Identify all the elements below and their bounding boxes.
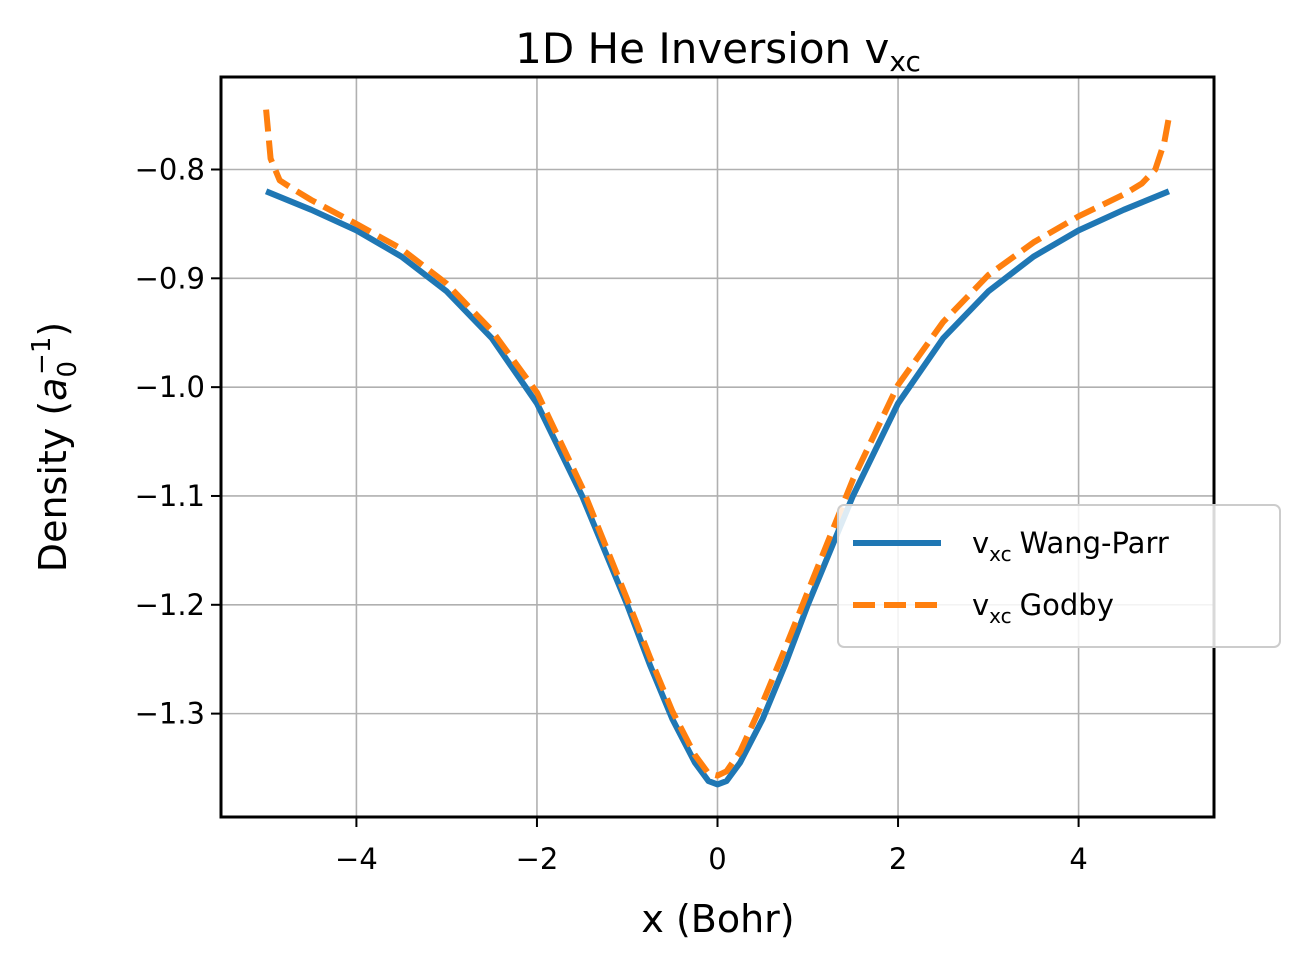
- x-tick-label: −2: [516, 842, 559, 876]
- series-line-godby: [263, 109, 1172, 779]
- series-lines: [263, 109, 1172, 788]
- y-tick-label: −0.8: [135, 153, 205, 187]
- legend: vxc Wang-Parr vxc Godby: [837, 504, 1281, 648]
- x-axis-ticks: −4 −2 0 2 4: [335, 817, 1088, 876]
- x-tick-label: 0: [708, 842, 726, 876]
- legend-label-godby: vxc Godby: [972, 588, 1114, 628]
- chart-title: 1D He Inversion vxc: [515, 24, 921, 78]
- y-axis-ticks: −0.8 −0.9 −1.0 −1.1 −1.2 −1.3: [135, 153, 221, 731]
- y-tick-label: −1.3: [135, 697, 205, 731]
- y-tick-label: −1.0: [135, 370, 205, 404]
- series-line-wang-parr: [264, 188, 1171, 788]
- x-tick-label: 4: [1069, 842, 1087, 876]
- grid: [221, 77, 1214, 817]
- y-axis-label: Density (a0−1): [27, 322, 83, 572]
- x-axis-label: x (Bohr): [641, 897, 794, 941]
- y-tick-label: −0.9: [135, 261, 205, 295]
- x-tick-label: −4: [335, 842, 378, 876]
- legend-box: [837, 504, 1281, 648]
- x-tick-label: 2: [889, 842, 907, 876]
- y-tick-label: −1.1: [135, 479, 205, 513]
- y-tick-label: −1.2: [135, 588, 205, 622]
- legend-label-wang-parr: vxc Wang-Parr: [972, 526, 1169, 566]
